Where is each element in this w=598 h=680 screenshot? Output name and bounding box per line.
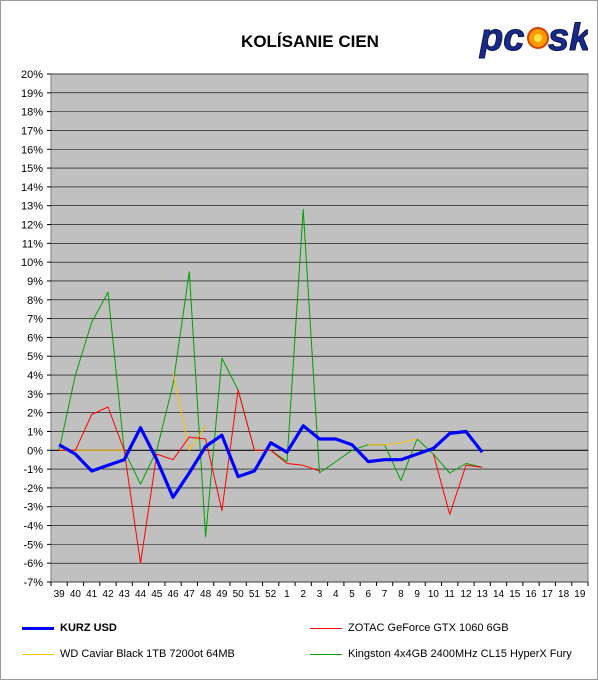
legend-item: Kingston 4x4GB 2400MHz CL15 HyperX Fury [310,646,572,662]
x-tick-label: 4 [333,589,339,600]
x-tick-label: 45 [151,589,163,600]
x-tick-label: 11 [444,589,455,600]
y-tick-label: 1% [27,426,43,438]
x-tick-label: 42 [102,589,114,600]
series-line-2 [172,373,207,451]
y-tick-label: 13% [21,201,43,213]
series-line-1 [432,453,483,515]
chart-title: KOLÍSANIE CIEN [241,32,379,51]
series-line-1 [59,389,320,564]
x-tick-label: 5 [349,589,355,600]
y-tick-label: -7% [23,577,43,589]
y-tick-label: 16% [21,144,43,156]
line-chart: 20%19%18%17%16%15%14%13%12%11%10%9%8%7%6… [21,69,589,600]
y-tick-label: -3% [23,502,43,514]
legend-swatch [310,653,342,655]
x-tick-label: 2 [300,589,306,600]
x-tick-label: 49 [216,589,228,600]
legend-item: WD Caviar Black 1TB 7200ot 64MB [22,646,235,662]
x-tick-label: 6 [366,589,372,600]
x-tick-label: 39 [54,589,66,600]
y-tick-label: 0% [27,445,43,457]
x-tick-label: 17 [542,589,554,600]
x-tick-label: 16 [525,589,537,600]
y-tick-label: -1% [23,464,43,476]
x-tick-label: 14 [493,589,505,600]
legend-label: KURZ USD [60,622,117,634]
y-tick-label: 4% [27,370,43,382]
y-tick-label: 3% [27,389,43,401]
series-line-2 [368,438,418,446]
y-tick-label: 5% [27,351,43,363]
svg-text:pc: pc [479,17,524,59]
y-tick-label: 20% [21,69,43,81]
y-tick-label: 10% [21,257,43,269]
y-tick-label: 11% [22,238,43,250]
plot-area [50,73,589,583]
x-tick-label: 9 [414,589,420,600]
y-tick-label: 8% [27,295,43,307]
chart-legend: KURZ USD ZOTAC GeForce GTX 1060 6GB WD Cav… [0,612,596,678]
x-tick-label: 48 [200,589,212,600]
x-tick-label: 50 [233,589,245,600]
x-tick-label: 46 [167,589,179,600]
x-tick-label: 3 [317,589,323,600]
y-tick-label: -6% [23,558,43,570]
y-tick-label: 9% [27,276,43,288]
x-tick-label: 52 [265,589,277,600]
x-tick-label: 47 [184,589,196,600]
y-tick-label: 15% [21,163,43,175]
series-line-0 [58,424,484,499]
legend-swatch [22,653,54,655]
x-tick-label: 10 [428,589,440,600]
x-tick-label: 8 [398,589,404,600]
y-tick-label: -5% [23,539,43,551]
legend-label: ZOTAC GeForce GTX 1060 6GB [348,622,509,634]
y-tick-label: 12% [21,220,43,232]
x-tick-label: 43 [119,589,131,600]
x-tick-label: 44 [135,589,147,600]
y-tick-label: 7% [27,314,43,326]
x-tick-label: 18 [558,589,570,600]
x-tick-label: 12 [460,589,472,600]
legend-swatch [22,626,54,630]
y-tick-label: 18% [21,107,43,119]
x-tick-label: 40 [70,589,82,600]
legend-item: KURZ USD [22,620,117,636]
x-tick-label: 41 [86,589,98,600]
x-tick-label: 15 [509,589,521,600]
x-tick-label: 7 [382,589,388,600]
x-tick-label: 51 [249,589,261,600]
x-tick-label: 1 [284,589,290,600]
y-tick-label: 6% [27,332,43,344]
legend-swatch [310,627,342,629]
y-tick-label: 19% [21,88,43,100]
y-tick-label: -2% [23,483,43,495]
legend-item: ZOTAC GeForce GTX 1060 6GB [310,620,509,636]
y-tick-label: -4% [23,521,43,533]
y-tick-label: 17% [21,125,43,137]
legend-label: Kingston 4x4GB 2400MHz CL15 HyperX Fury [348,648,572,660]
pcask-logo: pc sk [479,17,589,60]
svg-text:sk: sk [548,17,588,59]
y-tick-label: 2% [27,408,43,420]
x-tick-label: 19 [574,589,586,600]
y-tick-label: 14% [21,182,43,194]
legend-label: WD Caviar Black 1TB 7200ot 64MB [60,648,235,660]
x-tick-label: 13 [477,589,489,600]
